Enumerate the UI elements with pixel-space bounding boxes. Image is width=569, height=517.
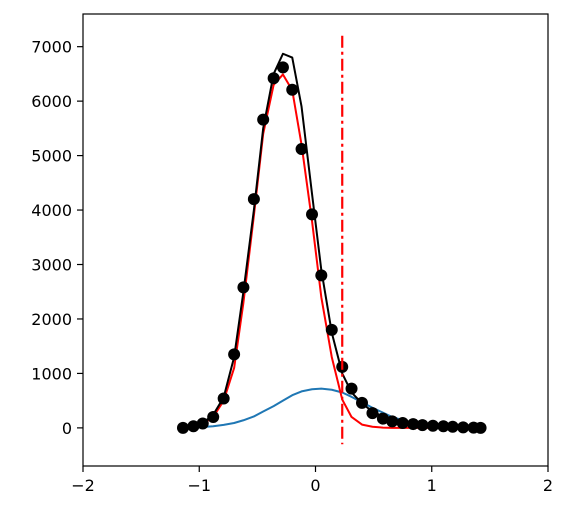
y-tick-label: 1000 xyxy=(31,364,72,383)
scatter-point xyxy=(187,420,200,433)
scatter-point xyxy=(426,419,439,432)
scatter-point xyxy=(407,418,420,431)
scatter-point xyxy=(286,83,299,96)
scatter-point xyxy=(325,323,338,336)
scatter-point xyxy=(356,396,368,409)
x-tick-label: 1 xyxy=(427,476,437,495)
x-tick-label: 0 xyxy=(310,476,320,495)
axis-ticks: −2 −1 0 1 2 0 1000 2000 3000 4000 5000 6000 7000 xyxy=(31,38,553,495)
scatter-point xyxy=(247,193,260,206)
y-tick-label: 5000 xyxy=(31,147,72,166)
scatter-point xyxy=(366,407,379,420)
plot-frame xyxy=(82,13,549,467)
scatter-point xyxy=(217,392,230,405)
x-tick-label: −1 xyxy=(187,476,211,495)
y-tick-label: 7000 xyxy=(31,38,72,57)
y-tick-label: 3000 xyxy=(31,256,72,275)
x-tick-label: 2 xyxy=(543,476,553,495)
scatter-point xyxy=(207,410,220,423)
scatter-point xyxy=(446,420,459,433)
series-line-1 xyxy=(182,52,481,429)
y-tick-label: 0 xyxy=(62,419,72,438)
scatter-point xyxy=(295,143,308,156)
scatter-point xyxy=(437,420,450,433)
scatter-point xyxy=(176,421,189,434)
scatter-point xyxy=(196,417,209,430)
scatter-point xyxy=(267,72,280,85)
scatter-point xyxy=(257,113,270,126)
scatter-point xyxy=(237,281,250,294)
scatter-point xyxy=(276,61,289,74)
scatter-point xyxy=(386,415,399,428)
scatter-point xyxy=(315,269,328,282)
scatter-point xyxy=(376,412,389,425)
scatter-point xyxy=(396,416,409,429)
scatter-point xyxy=(457,421,470,434)
series-line-2 xyxy=(182,73,481,429)
scatter-point xyxy=(345,382,358,395)
scatter-point xyxy=(416,419,429,432)
scatter-point xyxy=(306,208,319,221)
x-tick-label: −2 xyxy=(71,476,95,495)
scatter-point xyxy=(228,348,241,361)
y-tick-label: 2000 xyxy=(31,310,72,329)
scatter-point xyxy=(474,421,487,434)
y-tick-label: 6000 xyxy=(31,92,72,111)
y-tick-label: 4000 xyxy=(31,201,72,220)
plot-marks xyxy=(176,35,487,445)
